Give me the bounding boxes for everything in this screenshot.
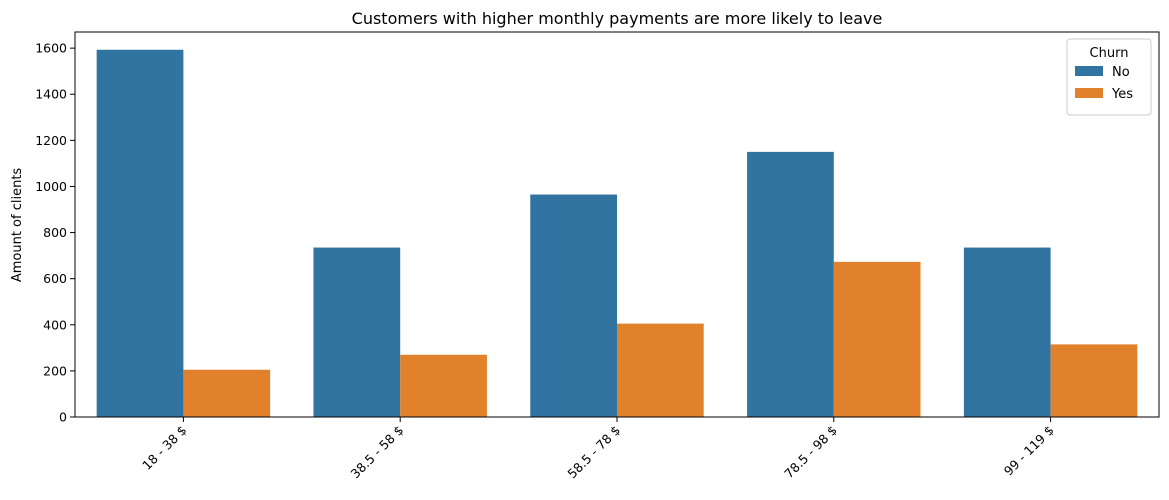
legend-swatch-no [1075, 66, 1103, 76]
bar-yes-4 [1050, 344, 1138, 417]
x-tick-label: 38.5 - 58 $ [348, 423, 407, 482]
chart-title: Customers with higher monthly payments a… [352, 9, 883, 28]
bar-yes-0 [183, 369, 271, 417]
plot-area: 0 200 400 600 800 1000 1200 1400 1600 18 - 38 $ 38… [35, 31, 1160, 482]
y-tick-label: 1000 [35, 179, 67, 194]
y-tick-label: 1200 [35, 133, 67, 148]
x-tick-label: 78.5 - 98 $ [781, 423, 840, 482]
bar-yes-1 [400, 354, 487, 417]
bar-no-3 [747, 151, 834, 417]
x-tick-label: 58.5 - 78 $ [564, 423, 623, 482]
legend-swatch-yes [1075, 88, 1103, 98]
y-tick-label: 0 [59, 410, 67, 425]
bar-no-0 [96, 49, 184, 417]
legend-label-yes: Yes [1111, 87, 1133, 102]
bar-no-1 [313, 247, 401, 417]
y-axis-label: Amount of clients [10, 168, 25, 283]
legend-title: Churn [1090, 46, 1129, 61]
legend: Churn No Yes [1066, 38, 1152, 116]
bar-yes-2 [617, 323, 704, 417]
y-tick-label: 400 [43, 317, 67, 332]
y-tick-label: 1400 [35, 87, 67, 102]
y-tick-label: 200 [43, 363, 67, 378]
x-tick-label: 99 - 119 $ [1001, 423, 1057, 479]
legend-label-no: No [1112, 65, 1130, 80]
bar-no-2 [530, 194, 617, 417]
y-tick-label: 600 [43, 271, 67, 286]
y-tick-label: 800 [43, 225, 67, 240]
bar-no-4 [963, 247, 1051, 417]
x-tick-label: 18 - 38 $ [139, 423, 189, 473]
y-tick-label: 1600 [35, 41, 67, 56]
bar-yes-3 [833, 261, 921, 417]
